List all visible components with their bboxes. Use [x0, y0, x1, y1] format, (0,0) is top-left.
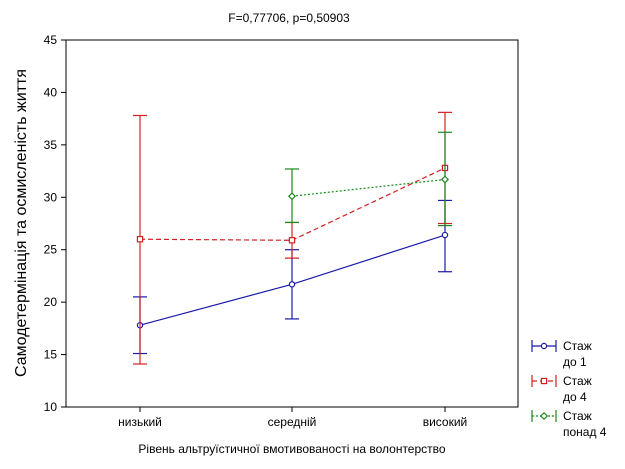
- series-line: [291, 178, 446, 197]
- y-tick-label: 20: [44, 295, 58, 309]
- x-axis: низький середній високий: [118, 407, 467, 429]
- legend: Стаж до 1 Стаж до 4 Стаж понад 4: [531, 339, 607, 439]
- legend-item: Стаж понад 4: [531, 409, 607, 439]
- series-staj-do-4: [133, 111, 452, 365]
- legend-label: Стаж: [563, 409, 592, 423]
- legend-item: Стаж до 1: [531, 339, 592, 369]
- legend-marker: [540, 342, 548, 350]
- legend-label: Стаж: [563, 339, 592, 353]
- mean-point: [441, 231, 449, 239]
- chart-title: F=0,77706, p=0,50903: [228, 11, 350, 25]
- x-tick-label: високий: [423, 415, 468, 429]
- mean-point: [288, 237, 296, 244]
- y-tick-label: 30: [44, 190, 58, 204]
- y-tick-label: 15: [44, 348, 58, 362]
- legend-label: Стаж: [563, 374, 592, 388]
- legend-label: до 1: [563, 355, 587, 369]
- y-tick-label: 40: [44, 85, 58, 99]
- y-tick-label: 45: [44, 33, 58, 47]
- legend-marker: [539, 411, 549, 421]
- y-axis-label: Самодетермінація та осмисленість життя: [13, 69, 30, 377]
- mean-point: [440, 175, 450, 184]
- x-tick-label: низький: [118, 415, 162, 429]
- mean-point: [287, 192, 297, 201]
- mean-point: [136, 236, 144, 243]
- mean-point: [288, 281, 296, 288]
- y-tick-label: 25: [44, 243, 58, 257]
- legend-label: до 4: [563, 390, 587, 404]
- legend-item: Стаж до 4: [531, 374, 592, 404]
- x-axis-label: Рівень альтруїстичної вмотивованості на …: [138, 442, 445, 456]
- y-tick-label: 35: [44, 138, 58, 152]
- legend-marker: [540, 377, 548, 385]
- y-tick-label: 10: [44, 400, 58, 414]
- y-axis: 10 15 20 25 30 35 40 45: [44, 33, 66, 414]
- series-staj-ponad-4: [285, 131, 452, 227]
- x-tick-label: середній: [268, 415, 317, 429]
- legend-label: понад 4: [563, 425, 607, 439]
- series-layer: [133, 111, 452, 365]
